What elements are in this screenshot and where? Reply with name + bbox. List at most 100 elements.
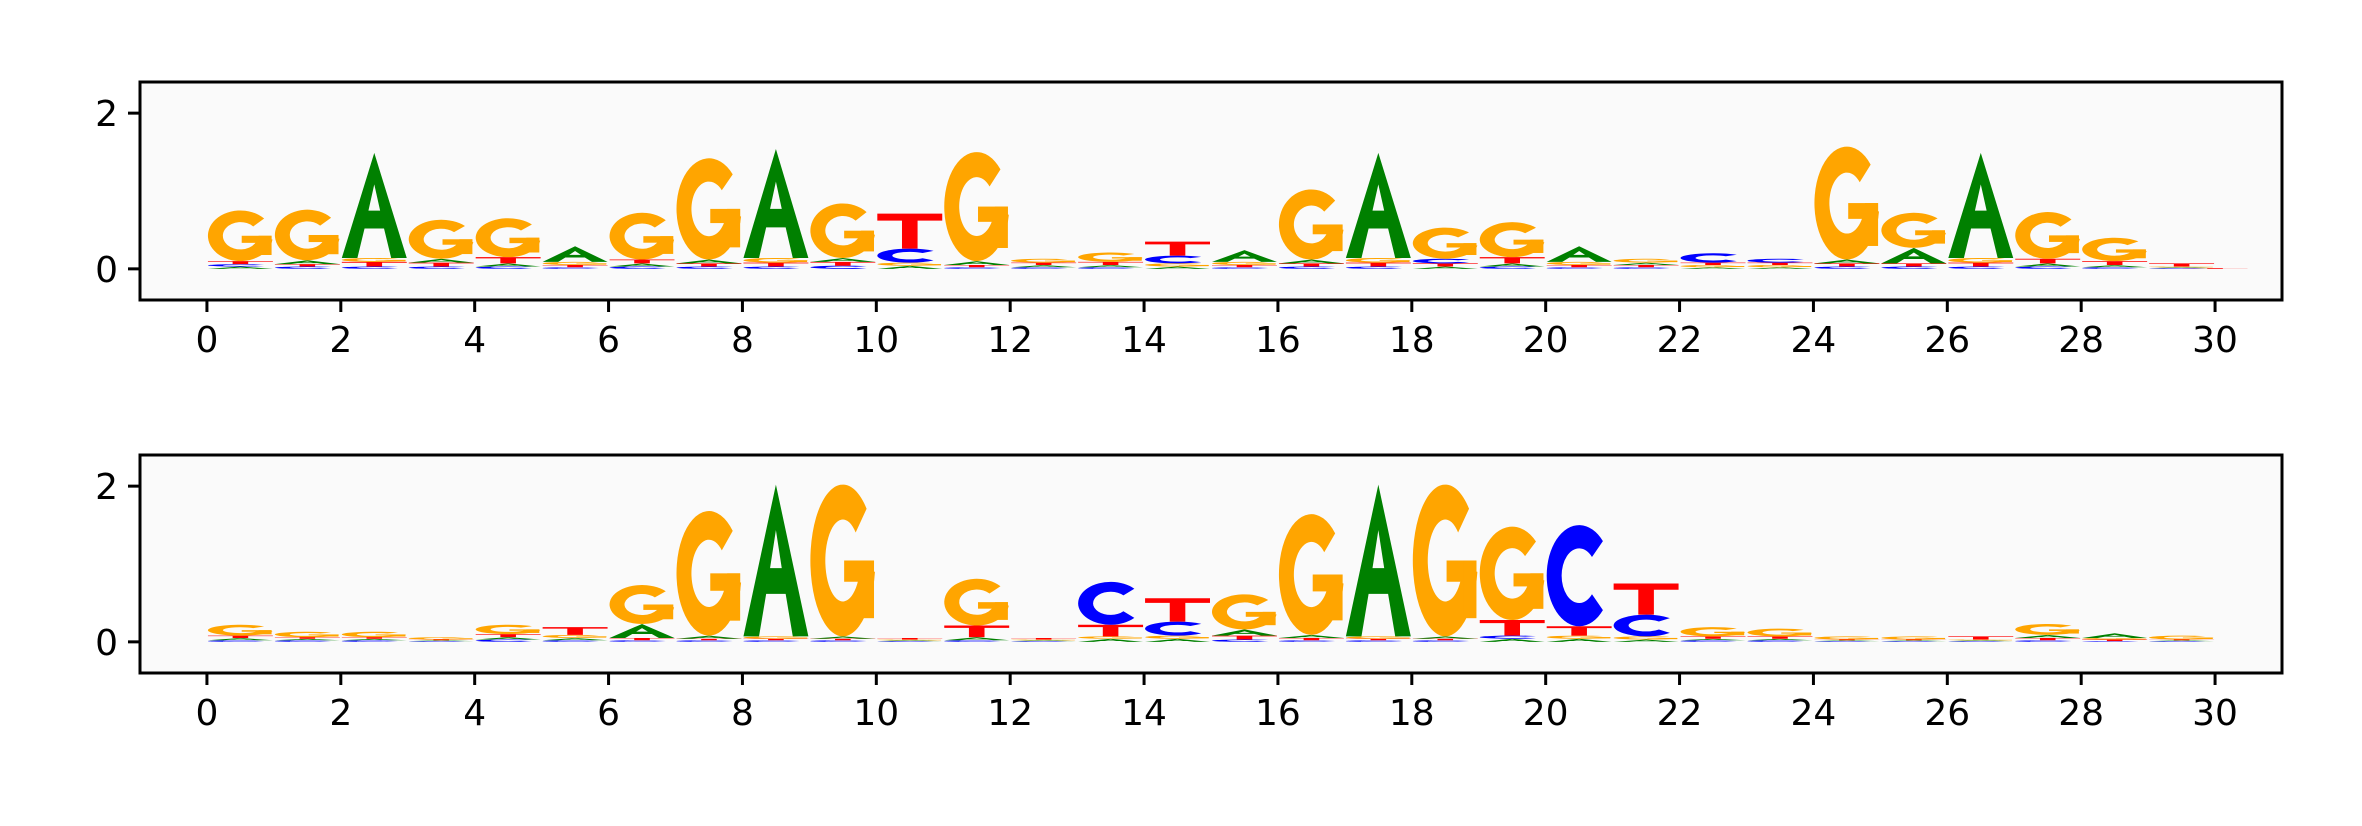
x-tick-label: 22 (1657, 693, 1703, 734)
logo-letter-a (810, 257, 876, 262)
logo-letter-c (1613, 614, 1670, 637)
logo-letter-t (743, 262, 809, 267)
logo-letter-t (1412, 638, 1478, 641)
logo-letter-a (1345, 484, 1411, 637)
logo-letter-c (341, 640, 399, 642)
logo-letter-g (743, 257, 809, 263)
logo-letter-g (408, 219, 474, 259)
logo-letter-a (1412, 266, 1478, 269)
logo-letter-c (408, 641, 465, 642)
logo-letter-t (810, 638, 876, 641)
logo-letter-g (2149, 266, 2214, 268)
logo-letter-c (944, 640, 1001, 642)
logo-letter-g (542, 634, 608, 638)
logo-letter-a (1278, 259, 1344, 264)
logo-letter-c (877, 248, 934, 263)
x-tick-label: 20 (1523, 320, 1569, 361)
logo-letter-g (877, 639, 942, 641)
logo-letter-a (1948, 640, 2014, 642)
logo-letter-a (2149, 640, 2215, 642)
logo-letter-a (1680, 638, 1746, 641)
logo-letter-g (609, 212, 675, 260)
logo-letter-c (408, 266, 465, 269)
logo-letter-a (877, 265, 943, 269)
logo-letter-a (877, 640, 943, 642)
logo-letter-g (1479, 222, 1545, 258)
logo-letter-g (408, 637, 474, 640)
logo-letter-a (676, 259, 742, 264)
logo-letter-c (1546, 525, 1603, 627)
logo-letter-t (1212, 264, 1277, 268)
logo-letter-t (676, 638, 742, 641)
logo-letter-t (207, 635, 273, 638)
logo-letter-c (1680, 640, 1737, 642)
logo-letter-g (1479, 526, 1545, 621)
x-tick-label: 10 (853, 693, 899, 734)
x-tick-label: 12 (987, 693, 1033, 734)
logo-letter-a (1546, 246, 1612, 262)
logo-letter-c (1412, 258, 1470, 264)
logo-letter-t (408, 639, 474, 641)
x-tick-label: 6 (597, 320, 620, 361)
logo-letter-t (1479, 620, 1545, 636)
logo-letter-c (2082, 267, 2139, 269)
logo-letter-c (1747, 640, 1804, 642)
logo-letter-c (1613, 267, 1670, 269)
logo-letter-a (2082, 264, 2148, 268)
logo-letter-t (341, 261, 407, 267)
logo-letter-g (609, 585, 675, 624)
logo-letter-t (1546, 264, 1612, 268)
logo-letter-t (676, 263, 742, 267)
x-tick-label: 0 (195, 320, 218, 361)
logo-letter-a (810, 636, 876, 639)
logo-letter-c (1881, 266, 1938, 269)
y-tick-label: 0 (95, 250, 118, 291)
logo-letter-a (609, 623, 675, 638)
logo-letter-g (810, 484, 875, 637)
logo-letter-g (1078, 252, 1143, 262)
logo-letter-a (743, 148, 809, 258)
logo-letter-c (1881, 641, 1938, 642)
logo-letter-a (1613, 262, 1679, 265)
logo-letter-a (1078, 264, 1144, 268)
x-tick-label: 20 (1523, 693, 1569, 734)
logo-letter-t (1412, 263, 1478, 267)
logo-letter-a (475, 637, 541, 640)
logo-letter-c (743, 640, 800, 642)
logo-letter-a (1145, 266, 1210, 269)
logo-letter-g (1814, 146, 1880, 260)
logo-letter-c (1145, 255, 1202, 264)
logo-letter-t (1546, 626, 1612, 636)
logo-letter-c (1145, 621, 1202, 636)
logo-letter-g (1278, 514, 1344, 635)
x-tick-label: 24 (1791, 320, 1837, 361)
logo-letter-g (2082, 237, 2147, 262)
logo-letter-a (676, 635, 742, 639)
logo-letter-c (1680, 253, 1737, 263)
x-tick-label: 28 (2058, 693, 2104, 734)
logo-letter-g (944, 578, 1009, 626)
logo-letter-t (1881, 263, 1947, 267)
x-tick-label: 30 (2192, 693, 2238, 734)
logo-letters (207, 146, 2248, 269)
logo-letter-a (341, 152, 407, 258)
logo-letter-a (743, 484, 809, 637)
logo-letter-c (2149, 268, 2206, 269)
logo-letter-a (1078, 638, 1144, 642)
logo-letter-c (1011, 267, 1068, 269)
logo-letter-g (1948, 639, 2013, 641)
x-tick-label: 10 (853, 320, 899, 361)
logo-letter-g (207, 210, 273, 262)
x-tick-label: 24 (1791, 693, 1837, 734)
logo-letter-t (1747, 262, 1813, 265)
logo-letter-c (676, 640, 733, 642)
logo-letter-c (1078, 267, 1135, 269)
logo-letter-g (1613, 636, 1679, 640)
logo-letter-c (341, 266, 399, 269)
logo-letter-c (877, 641, 934, 642)
logo-letter-t (2015, 258, 2081, 264)
logo-letter-t (1747, 636, 1813, 639)
logo-letter-a (1814, 259, 1880, 264)
logo-letter-c (2149, 641, 2206, 642)
